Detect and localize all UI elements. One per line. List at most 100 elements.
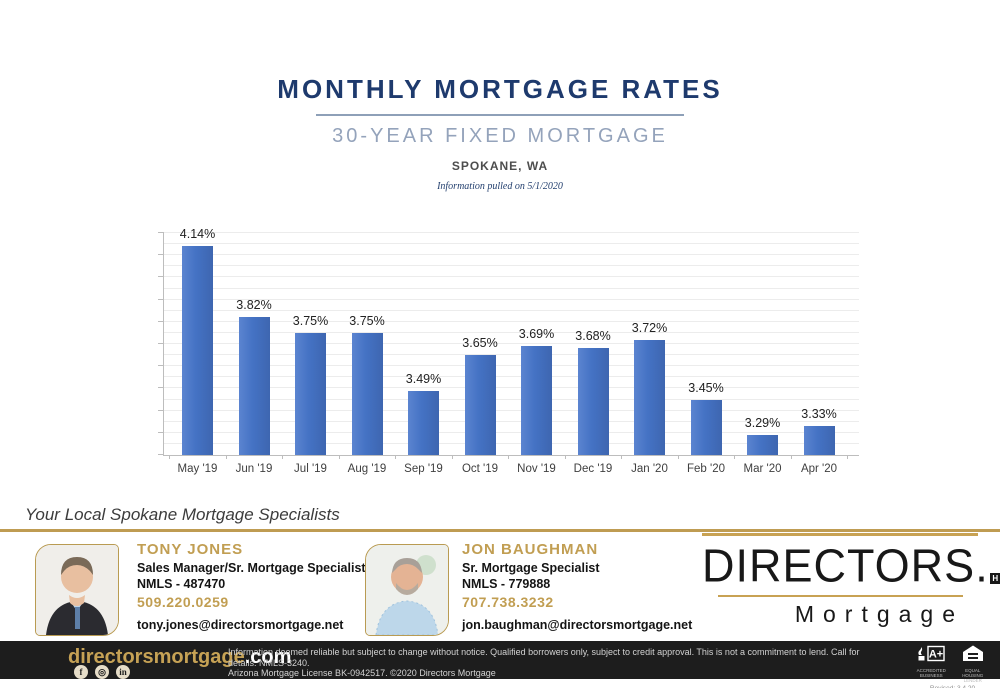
gridline xyxy=(164,431,859,433)
bar-value-label: 3.69% xyxy=(518,327,555,342)
agent-photo-tony xyxy=(35,544,119,636)
x-axis-label: May '19 xyxy=(177,463,218,475)
logo-wordmark: Mortgage xyxy=(794,601,964,627)
y-axis-tick xyxy=(158,232,164,233)
footer-bar: directorsmortgage.com f ◎ in Information… xyxy=(0,641,1000,688)
bbb-accredited-badge: A+ ACCREDITED BUSINESS xyxy=(915,645,947,678)
y-axis-tick xyxy=(158,387,164,389)
y-axis-tick xyxy=(158,276,164,278)
bar-value-label: 3.49% xyxy=(405,371,442,386)
bar-Dec '19 xyxy=(577,348,609,455)
x-axis-label: Feb '20 xyxy=(687,463,725,475)
instagram-icon[interactable]: ◎ xyxy=(95,665,109,679)
gridline xyxy=(164,298,859,300)
gridline xyxy=(164,287,859,289)
revised-date: Revised: 3.4.20 xyxy=(915,685,990,688)
gridline xyxy=(164,442,859,444)
x-axis-tick xyxy=(282,455,284,459)
bar-Oct '19 xyxy=(464,355,496,455)
y-axis-tick xyxy=(158,254,164,256)
x-axis-tick xyxy=(395,455,397,459)
bar-Apr '20 xyxy=(803,426,835,455)
bar-value-label: 3.75% xyxy=(292,313,329,328)
bar-Sep '19 xyxy=(408,390,439,455)
x-axis-label: Aug '19 xyxy=(347,463,387,475)
x-axis-label: Oct '19 xyxy=(461,463,499,475)
logo-top-rule xyxy=(702,533,978,536)
mortgage-rates-bar-chart: 4.14% May '19 3.82% Jun '19 3.75% Jul '19 3.75… xyxy=(158,227,859,475)
gridline xyxy=(164,387,859,389)
y-axis-tick xyxy=(158,454,164,455)
equal-housing-caption: EQUAL HOUSING LENDER xyxy=(962,668,984,683)
x-axis-tick xyxy=(169,455,171,459)
gridline xyxy=(164,276,859,278)
info-pulled-note: Information pulled on 5/1/2020 xyxy=(437,181,563,192)
bbb-caption: ACCREDITED BUSINESS xyxy=(916,668,946,678)
x-axis-tick xyxy=(508,455,510,459)
gridline xyxy=(164,354,859,356)
agent-card-jon: JON BAUGHMAN Sr. Mortgage Specialist NML… xyxy=(462,541,782,610)
bar-value-label: 3.29% xyxy=(744,416,781,431)
gridline xyxy=(164,420,859,422)
agent-name: TONY JONES xyxy=(137,541,244,558)
x-axis-label: Mar '20 xyxy=(743,463,782,475)
agent-email-jon[interactable]: jon.baughman@directorsmortgage.net xyxy=(462,618,693,632)
logo-bottom-rule xyxy=(718,594,963,597)
x-axis-label: Dec '19 xyxy=(573,463,613,475)
gridline xyxy=(164,398,859,400)
gridline xyxy=(164,265,859,267)
specialists-heading: Your Local Spokane Mortgage Specialists xyxy=(25,505,340,524)
linkedin-icon[interactable]: in xyxy=(116,665,130,679)
agent-nmls: NMLS - 487470 xyxy=(137,577,226,591)
x-axis-tick xyxy=(734,455,736,459)
gold-divider xyxy=(0,529,1000,532)
website-link[interactable]: directorsmortgage.com xyxy=(68,646,291,669)
gridline xyxy=(164,232,859,233)
equal-housing-icon xyxy=(962,645,983,661)
bar-value-label: 3.82% xyxy=(236,298,272,313)
agent-name: JON BAUGHMAN xyxy=(462,541,599,558)
disclaimer-line2: Arizona Mortgage License BK-0942517. ©20… xyxy=(228,668,496,678)
social-icons: f ◎ in xyxy=(74,665,130,679)
bar-Mar '20 xyxy=(747,435,778,455)
x-axis-label: Jun '19 xyxy=(235,463,273,475)
page-subtitle: 30-YEAR FIXED MORTGAGE xyxy=(332,125,668,147)
gridline xyxy=(164,243,859,245)
x-axis-label: Nov '19 xyxy=(517,463,556,475)
bar-value-label: 3.68% xyxy=(575,329,611,344)
x-axis-tick xyxy=(621,455,623,459)
header: MONTHLY MORTGAGE RATES 30-YEAR FIXED MOR… xyxy=(0,74,1000,192)
agent-email-tony[interactable]: tony.jones@directorsmortgage.net xyxy=(137,618,344,632)
website-tld: .com xyxy=(244,646,292,668)
gridline xyxy=(164,409,859,411)
location-label: SPOKANE, WA xyxy=(451,159,549,173)
bbb-a-plus-icon: A+ xyxy=(918,645,945,662)
gridline xyxy=(164,376,859,378)
gridline xyxy=(164,254,859,256)
bar-value-label: 3.65% xyxy=(462,336,498,351)
facebook-icon[interactable]: f xyxy=(74,665,88,679)
gridline xyxy=(164,309,859,311)
bar-Nov '19 xyxy=(521,346,552,455)
x-axis-tick xyxy=(338,455,340,459)
y-axis-tick xyxy=(158,343,164,344)
agent-nmls: NMLS - 779888 xyxy=(462,577,551,591)
agent-title: Sr. Mortgage Specialist xyxy=(462,561,600,575)
agent-phone[interactable]: 707.738.3232 xyxy=(462,594,554,610)
agent-phone[interactable]: 509.220.0259 xyxy=(137,594,229,610)
x-axis-tick xyxy=(847,455,849,459)
logo-brand-text: DIRECTORS. xyxy=(702,538,989,592)
bar-Aug '19 xyxy=(351,332,383,455)
x-axis-tick xyxy=(451,455,453,459)
directors-mortgage-logo: DIRECTORS. H Mortgage xyxy=(702,533,1000,628)
y-axis-tick xyxy=(158,298,164,300)
bar-Jan '20 xyxy=(634,339,665,455)
svg-text:A+: A+ xyxy=(929,649,943,661)
bar-Jul '19 xyxy=(295,332,326,455)
page-title: MONTHLY MORTGAGE RATES xyxy=(277,74,723,104)
disclaimer-line1: Information deemed reliable but subject … xyxy=(228,647,860,668)
bar-value-label: 3.75% xyxy=(349,313,385,328)
x-axis-label: Apr '20 xyxy=(800,463,838,475)
footer-badges: A+ ACCREDITED BUSINESS EQUAL HOUSING LEN… xyxy=(915,645,990,688)
